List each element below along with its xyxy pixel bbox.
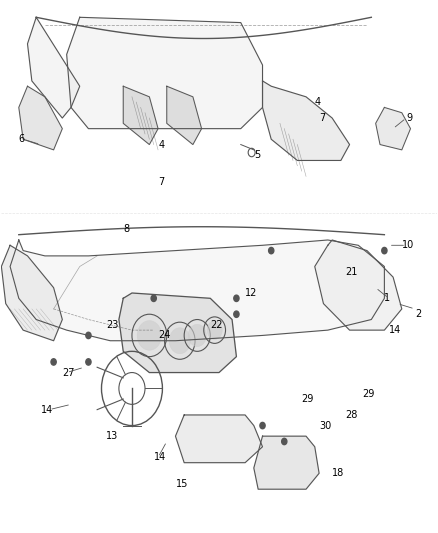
Text: 13: 13 — [106, 431, 118, 441]
Polygon shape — [254, 436, 319, 489]
Polygon shape — [315, 240, 402, 330]
Text: 30: 30 — [319, 421, 332, 431]
Text: 15: 15 — [176, 479, 188, 489]
Polygon shape — [28, 17, 80, 118]
Text: 10: 10 — [402, 240, 414, 251]
Polygon shape — [123, 86, 158, 144]
Text: 24: 24 — [158, 330, 170, 341]
Text: 29: 29 — [363, 389, 375, 399]
Circle shape — [151, 295, 156, 302]
Text: 29: 29 — [302, 394, 314, 404]
Circle shape — [188, 324, 206, 346]
Text: 1: 1 — [385, 293, 391, 303]
Circle shape — [282, 438, 287, 445]
Text: 28: 28 — [345, 410, 357, 420]
Text: 4: 4 — [315, 97, 321, 107]
Circle shape — [234, 295, 239, 302]
Polygon shape — [262, 81, 350, 160]
Polygon shape — [176, 415, 262, 463]
Text: 4: 4 — [158, 140, 164, 150]
Circle shape — [268, 247, 274, 254]
Text: 2: 2 — [415, 309, 421, 319]
Circle shape — [234, 311, 239, 317]
Text: 8: 8 — [123, 224, 129, 235]
Polygon shape — [10, 240, 385, 341]
Polygon shape — [19, 86, 62, 150]
Circle shape — [137, 320, 162, 350]
Circle shape — [51, 359, 56, 365]
Polygon shape — [376, 108, 410, 150]
Polygon shape — [167, 86, 201, 144]
Text: 27: 27 — [62, 368, 75, 377]
Text: 18: 18 — [332, 469, 344, 478]
Polygon shape — [119, 293, 237, 373]
Text: 9: 9 — [406, 113, 412, 123]
Circle shape — [169, 328, 191, 354]
Text: 22: 22 — [210, 320, 223, 330]
Circle shape — [260, 422, 265, 429]
Text: 14: 14 — [154, 453, 166, 463]
Text: 6: 6 — [19, 134, 25, 144]
Text: 5: 5 — [254, 150, 260, 160]
Text: 12: 12 — [245, 288, 258, 298]
Circle shape — [382, 247, 387, 254]
Text: 7: 7 — [158, 176, 164, 187]
Text: 7: 7 — [319, 113, 325, 123]
Circle shape — [207, 321, 222, 340]
Polygon shape — [1, 245, 62, 341]
Polygon shape — [67, 17, 262, 128]
Text: 23: 23 — [106, 320, 118, 330]
Text: 14: 14 — [389, 325, 401, 335]
Text: 14: 14 — [41, 405, 53, 415]
Circle shape — [86, 332, 91, 338]
Circle shape — [86, 359, 91, 365]
Text: 21: 21 — [345, 267, 357, 277]
